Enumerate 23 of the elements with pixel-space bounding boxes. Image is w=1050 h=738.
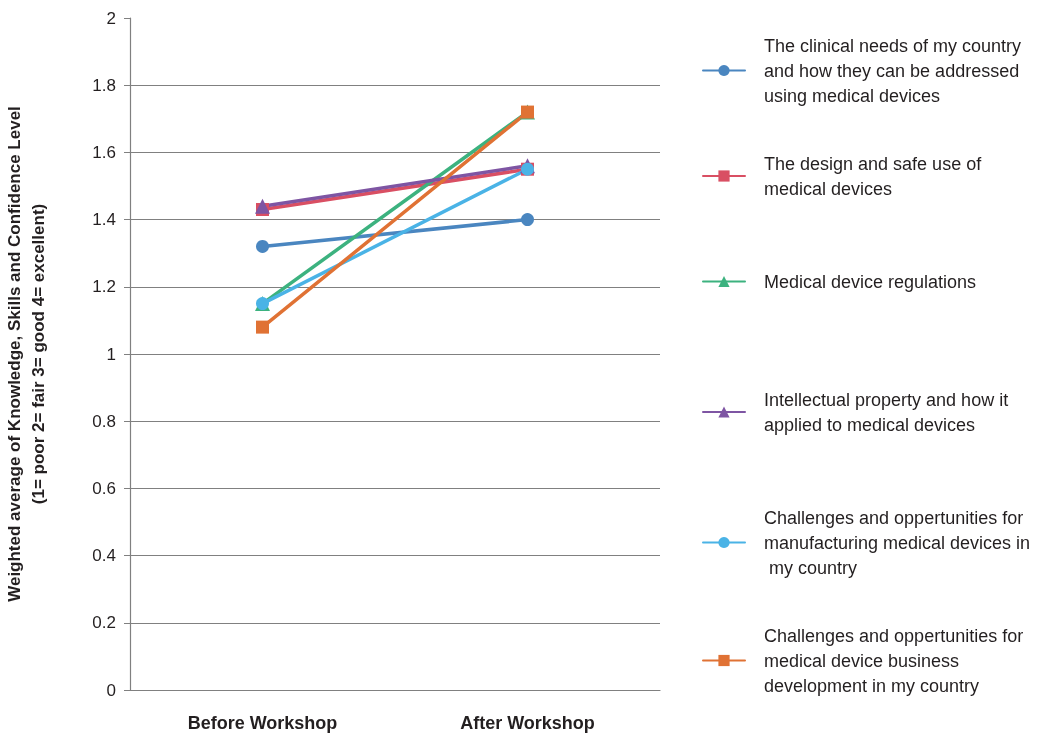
point: [256, 239, 269, 253]
legend-label: The design and safe use of medical devices: [764, 153, 987, 199]
x-tick-label: After Workshop: [460, 713, 595, 733]
y-tick-label: 0.2: [92, 613, 116, 633]
y-tick-label: 1: [106, 344, 116, 364]
legend-label: Challenges and oppertunities for manufacturing medical devices in my country: [764, 507, 1031, 578]
legend-label: Intellectual property and how it applied to medical devices: [764, 389, 1014, 435]
y-tick-label: 0: [106, 680, 116, 700]
y-tick-label: 1.2: [92, 277, 116, 297]
legend-label: Challenges and oppertunities for medical device business development in my country: [764, 625, 1029, 696]
y-tick-label: 0.4: [92, 546, 116, 566]
y-tick-label: 2: [106, 8, 116, 28]
legend-label: The clinical needs of my country and how they can be addressed using medical devices: [764, 35, 1027, 106]
x-tick-label: Before Workshop: [187, 713, 338, 733]
point: [521, 213, 534, 227]
y-tick-label: 0.8: [92, 411, 116, 431]
y-tick-label: 0.6: [92, 478, 116, 498]
y-tick-label: 1.8: [92, 75, 116, 95]
y-tick-label: 1.4: [92, 210, 116, 230]
legend-label: Medical device regulations: [764, 271, 977, 292]
point: [256, 320, 269, 334]
y-tick-label: 1.6: [92, 142, 116, 162]
y-axis-title: Weighted average of Knowledge, Skills and Confidence Level (1= poor 2= fair 3= good 4= excellent): [4, 106, 48, 602]
